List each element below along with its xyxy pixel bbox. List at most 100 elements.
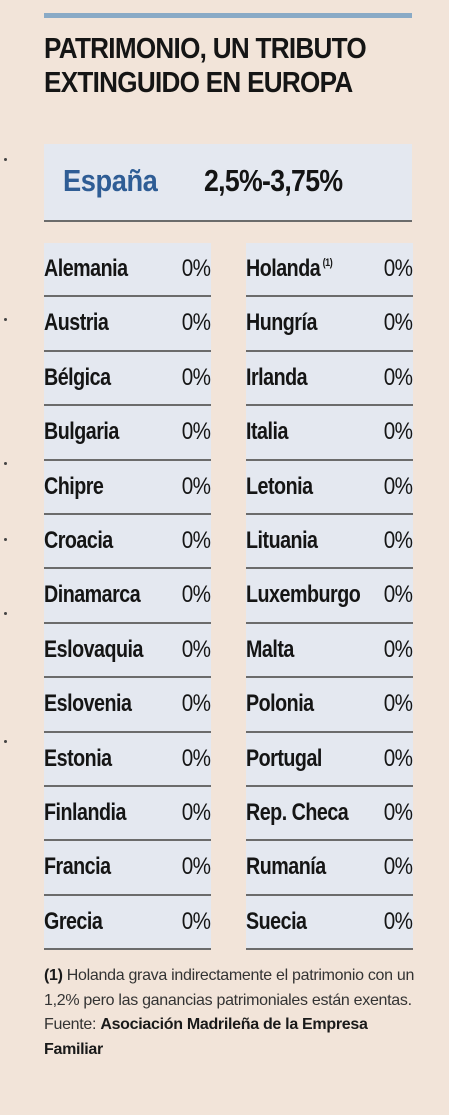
country-row: Eslovenia 0%	[44, 678, 211, 733]
country-name-text: Irlanda	[246, 363, 308, 391]
country-name: Rep. Checa	[246, 798, 349, 827]
country-rate: 0%	[383, 635, 412, 663]
country-row: Alemania 0%	[44, 243, 211, 298]
country-rate: 0%	[181, 744, 210, 772]
country-name-text: Rumanía	[246, 853, 326, 881]
country-rate: 0%	[181, 418, 210, 446]
country-row: Italia 0%	[246, 406, 413, 461]
country-name: Eslovenia	[44, 690, 132, 718]
country-name: Alemania	[44, 255, 128, 283]
footnote-source: Asociación Madrileña de la Empresa Famil…	[44, 1016, 368, 1058]
country-name-text: Austria	[44, 309, 109, 337]
country-name-text: Grecia	[44, 907, 103, 935]
country-row: Hungría 0%	[246, 297, 413, 352]
country-row: Irlanda 0%	[246, 351, 413, 407]
country-rate: 0%	[383, 853, 412, 881]
country-rate: 0%	[383, 526, 412, 554]
country-rate: 0%	[181, 526, 210, 554]
footnote-text: Holanda grava indirectamente el patrimon…	[44, 967, 415, 1033]
country-name: Eslovaquia	[44, 636, 143, 664]
country-row: Bélgica 0%	[44, 351, 211, 407]
country-rate: 0%	[181, 690, 210, 718]
country-name-text: Hungría	[246, 309, 317, 337]
country-row: Rumanía 0%	[246, 841, 413, 896]
spain-rate-value: 2,5%-3,75%	[204, 163, 343, 198]
country-rate: 0%	[383, 581, 412, 609]
page-title: PATRIMONIO, UN TRIBUTO EXTINGUIDO EN EUR…	[44, 33, 367, 99]
country-name: Dinamarca	[44, 581, 141, 609]
country-rate: 0%	[181, 255, 210, 282]
country-name: Polonia	[246, 690, 314, 718]
country-rate: 0%	[383, 472, 412, 500]
country-name: Croacia	[44, 527, 113, 555]
country-name-text: Suecia	[246, 907, 307, 935]
country-list-left: Alemania 0% Austria 0% Bélgica 0% Bulgaria 0% Ch…	[44, 243, 211, 951]
country-rate: 0%	[383, 363, 412, 391]
country-name-text: Croacia	[44, 526, 113, 554]
country-name-text: Francia	[44, 853, 111, 881]
country-row: Portugal 0%	[246, 732, 413, 787]
country-name: Portugal	[246, 745, 322, 773]
country-rate: 0%	[383, 418, 412, 446]
country-name: Finlandia	[44, 799, 126, 827]
country-name: Rumanía	[246, 853, 326, 881]
country-rate: 0%	[383, 798, 412, 826]
country-name-text: Rep. Checa	[246, 798, 349, 826]
country-name: Letonia	[246, 473, 313, 501]
country-rate: 0%	[181, 581, 210, 609]
country-rate: 0%	[181, 907, 210, 935]
country-name-text: Polonia	[246, 690, 314, 718]
country-rate: 0%	[181, 472, 210, 500]
country-name-text: Eslovenia	[44, 690, 132, 718]
top-accent-rule	[44, 13, 412, 18]
country-rate: 0%	[181, 363, 210, 391]
country-row: Malta 0%	[246, 623, 413, 679]
spain-country-label: España	[63, 163, 158, 198]
spain-highlight-box: España 2,5%-3,75%	[44, 144, 412, 222]
country-row: Dinamarca 0%	[44, 569, 211, 624]
country-row: Bulgaria 0%	[44, 406, 211, 461]
country-row: Eslovaquia 0%	[44, 623, 211, 679]
country-name: Bulgaria	[44, 418, 119, 446]
country-name: Hungría	[246, 309, 317, 337]
country-rate: 0%	[383, 907, 412, 935]
country-name: Holanda (1)	[246, 255, 333, 283]
country-row: Lituania 0%	[246, 514, 413, 570]
country-row: Luxemburgo 0%	[246, 569, 413, 624]
country-name-text: Holanda	[246, 255, 321, 282]
footnote-marker: (1)	[44, 967, 63, 984]
country-name: Austria	[44, 309, 109, 337]
country-rate: 0%	[181, 798, 210, 826]
country-name-text: Bulgaria	[44, 418, 119, 446]
country-name: Luxemburgo	[246, 581, 361, 609]
country-name: Irlanda	[246, 363, 308, 392]
country-rate: 0%	[181, 309, 210, 337]
country-name: Lituania	[246, 527, 318, 555]
country-rate: 0%	[383, 309, 412, 337]
country-name: Estonia	[44, 745, 112, 773]
country-name-text: Italia	[246, 418, 288, 446]
country-name-text: Eslovaquia	[44, 635, 143, 663]
country-note-marker: (1)	[322, 257, 333, 269]
country-name: Italia	[246, 418, 288, 446]
country-name-text: Bélgica	[44, 363, 111, 391]
country-name: Suecia	[246, 908, 307, 936]
country-row: Polonia 0%	[246, 678, 413, 733]
country-row: Estonia 0%	[44, 732, 211, 787]
country-row: Croacia 0%	[44, 514, 211, 570]
country-name: Bélgica	[44, 364, 111, 392]
country-name-text: Alemania	[44, 255, 128, 282]
country-name: Malta	[246, 636, 294, 664]
country-rate: 0%	[383, 690, 412, 718]
country-row: Rep. Checa 0%	[246, 786, 413, 842]
country-rate: 0%	[383, 255, 412, 282]
country-rate: 0%	[181, 635, 210, 663]
country-name-text: Estonia	[44, 744, 112, 772]
country-row: Finlandia 0%	[44, 786, 211, 842]
country-row: Francia 0%	[44, 841, 211, 896]
country-list-right: Holanda (1) 0% Hungría 0% Irlanda 0% Italia 0% Le…	[246, 243, 413, 951]
country-rate: 0%	[181, 853, 210, 881]
country-name-text: Portugal	[246, 744, 322, 772]
country-name-text: Malta	[246, 635, 294, 663]
country-name-text: Lituania	[246, 526, 318, 554]
